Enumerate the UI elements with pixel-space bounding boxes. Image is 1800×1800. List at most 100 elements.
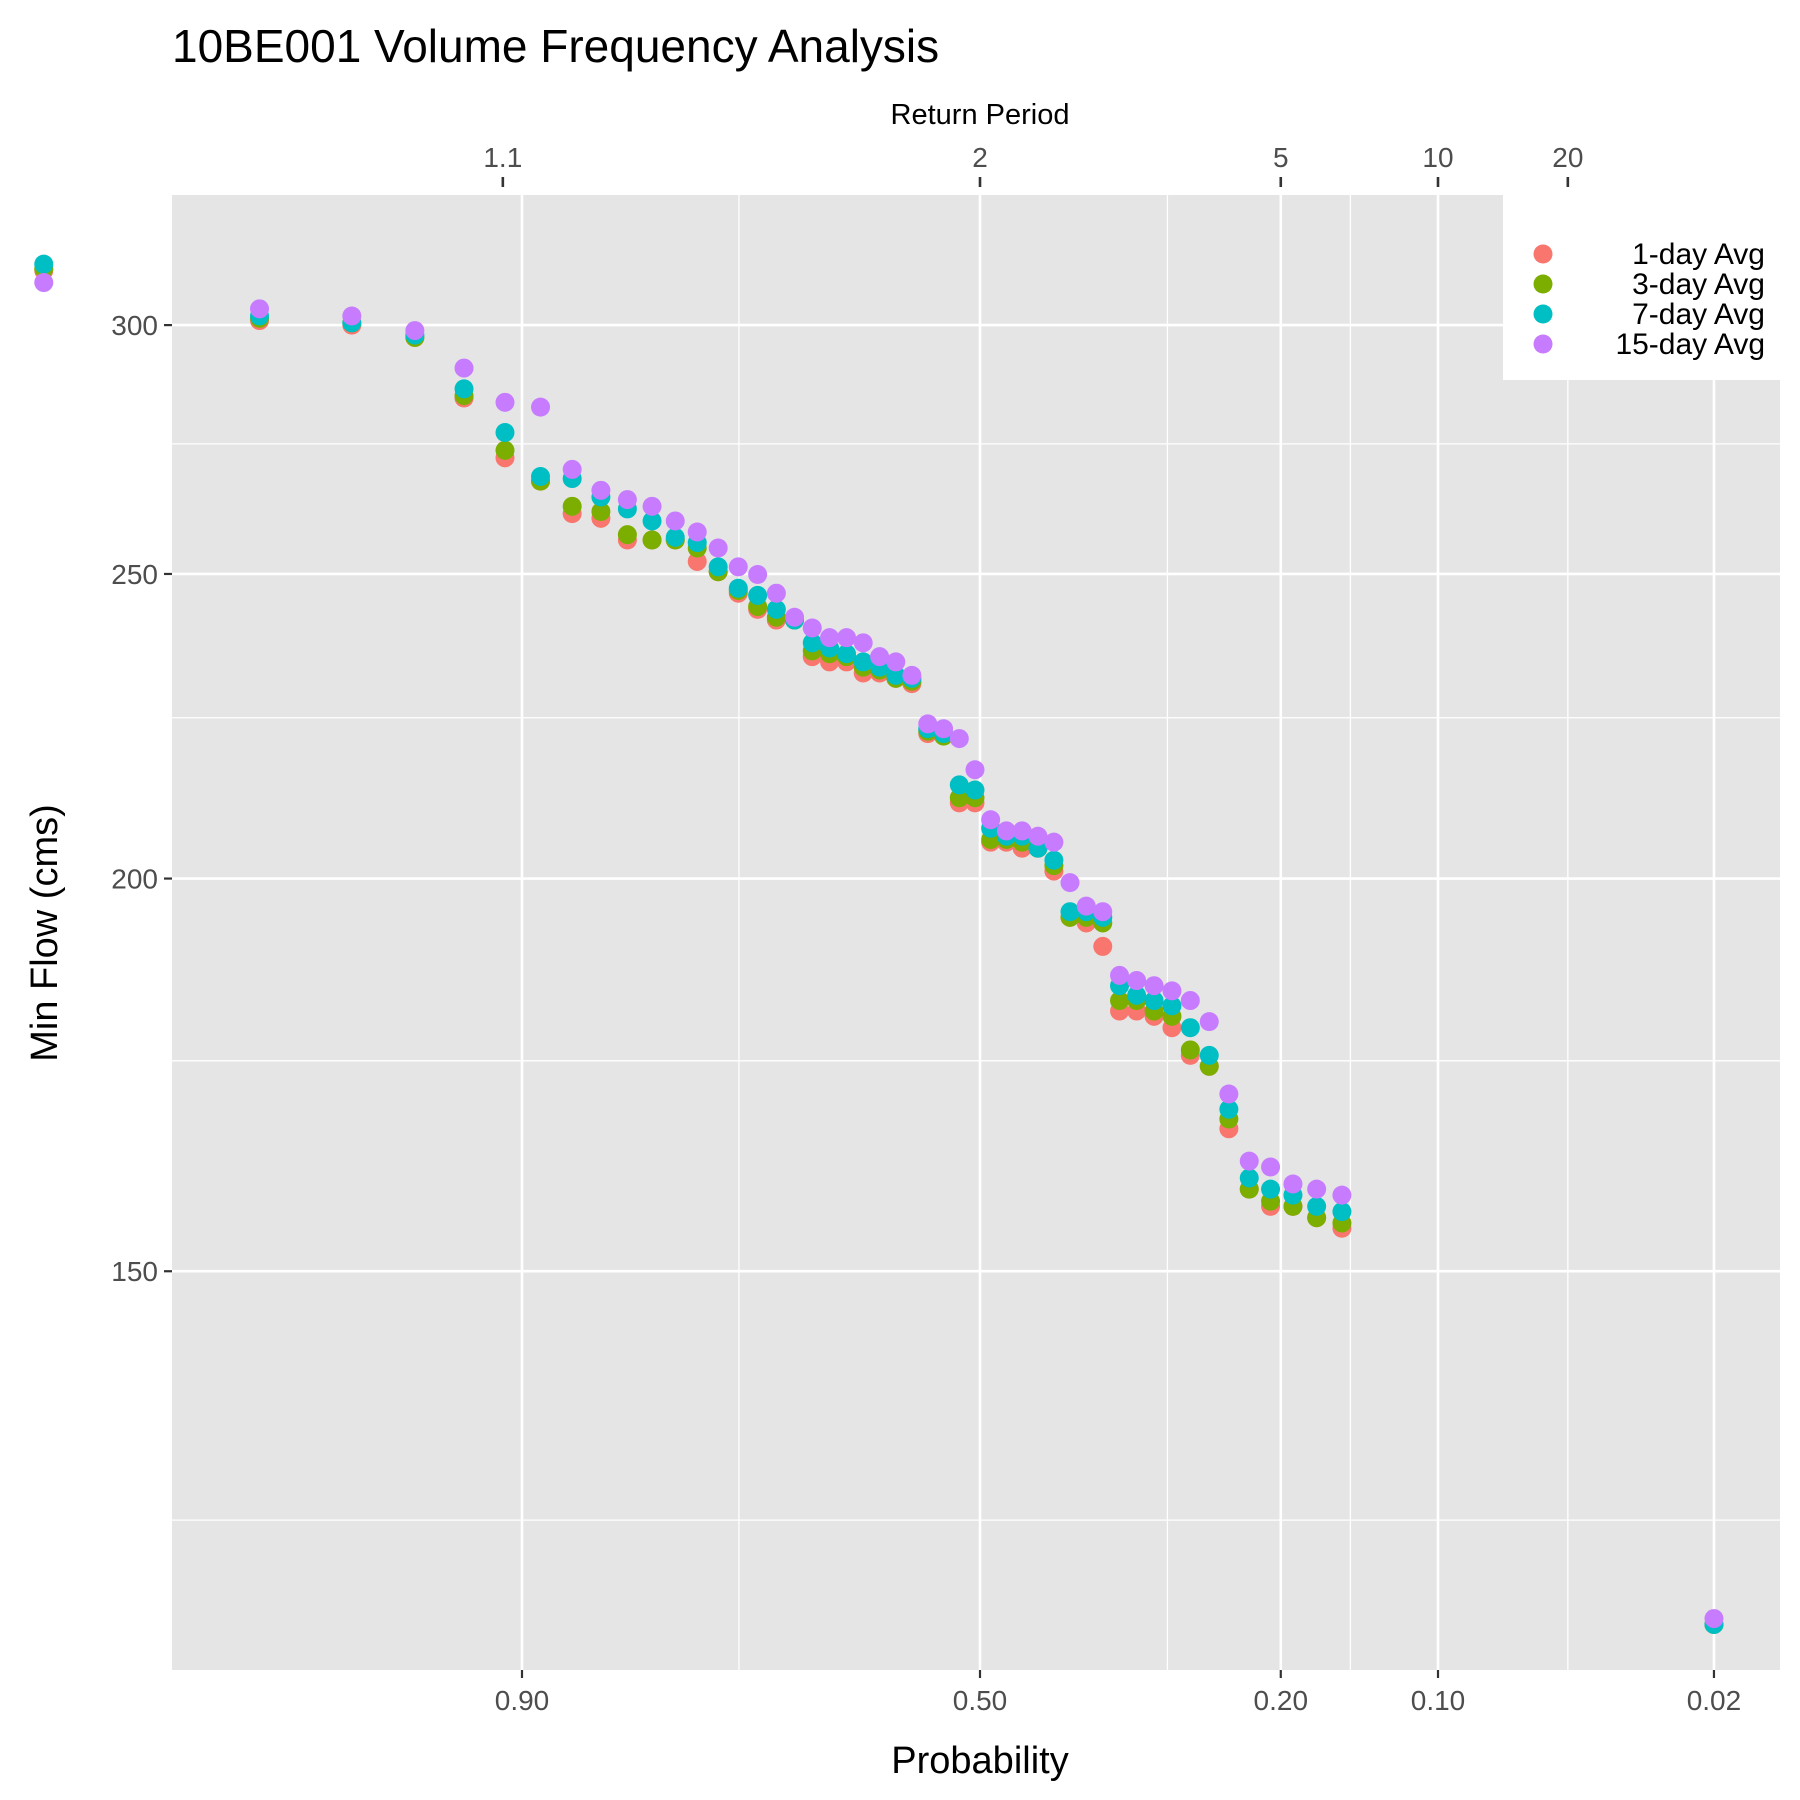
data-point <box>1060 902 1080 922</box>
chart-title: 10BE001 Volume Frequency Analysis <box>172 20 939 72</box>
data-point <box>342 306 362 326</box>
data-point <box>1239 1151 1259 1171</box>
data-point <box>1044 850 1064 870</box>
data-point <box>687 551 707 571</box>
data-point <box>495 440 515 460</box>
legend-key <box>1533 274 1553 294</box>
y-axis-title: Min Flow (cms) <box>24 804 66 1062</box>
data-point <box>766 599 786 619</box>
data-point <box>1261 1179 1281 1199</box>
x-axis-title: Probability <box>891 1740 1068 1782</box>
data-point <box>766 583 786 603</box>
data-point <box>1219 1084 1239 1104</box>
legend-label: 1-day Avg <box>1632 238 1765 271</box>
data-point <box>1144 976 1164 996</box>
return-period-tick-label: 5 <box>1273 142 1289 173</box>
data-point <box>405 321 425 341</box>
plot-panel <box>172 195 1780 1670</box>
data-point <box>34 254 54 274</box>
data-point <box>802 633 822 653</box>
data-point <box>454 379 474 399</box>
data-point <box>918 714 938 734</box>
data-point <box>1307 1179 1327 1199</box>
data-point <box>1093 936 1113 956</box>
x-tick-label: 0.02 <box>1687 1685 1742 1716</box>
data-point <box>728 557 748 577</box>
data-point <box>1076 896 1096 916</box>
x-tick-label: 0.90 <box>495 1685 550 1716</box>
data-point <box>1127 971 1147 991</box>
data-point <box>1044 832 1064 852</box>
data-point <box>785 607 805 627</box>
data-point <box>996 821 1016 841</box>
data-point <box>454 358 474 378</box>
x-tick-label: 0.50 <box>953 1685 1008 1716</box>
data-point <box>1162 996 1182 1016</box>
data-point <box>1307 1196 1327 1216</box>
data-point <box>591 502 611 522</box>
data-point <box>1332 1202 1352 1222</box>
data-point <box>1028 826 1048 846</box>
data-point <box>1180 1018 1200 1038</box>
data-point <box>1093 902 1113 922</box>
x-tick-label: 0.20 <box>1254 1685 1309 1716</box>
major-gridlines <box>172 195 1780 1670</box>
data-point <box>642 511 662 531</box>
legend-key <box>1533 304 1553 324</box>
data-point <box>965 780 985 800</box>
data-point <box>665 511 685 531</box>
data-point <box>981 810 1001 830</box>
data-point <box>34 273 54 293</box>
legend-key <box>1533 244 1553 264</box>
x-axis-return-period: 1.1 2 5 10 20 <box>483 142 1583 187</box>
data-point <box>870 647 890 667</box>
return-period-tick-label: 10 <box>1422 142 1453 173</box>
data-point <box>1012 821 1032 841</box>
data-point <box>1110 965 1130 985</box>
data-point <box>949 775 969 795</box>
y-tick-label: 200 <box>111 864 158 895</box>
data-point <box>642 496 662 516</box>
data-point <box>748 565 768 585</box>
data-point <box>562 459 582 479</box>
data-points <box>34 254 1724 1634</box>
data-point <box>820 628 840 648</box>
data-point <box>562 496 582 516</box>
data-point <box>728 578 748 598</box>
data-point <box>1180 1040 1200 1060</box>
data-point <box>665 527 685 547</box>
data-point <box>802 618 822 638</box>
data-point <box>531 397 551 417</box>
data-point <box>837 644 857 664</box>
data-point <box>591 480 611 500</box>
legend-key <box>1533 334 1553 354</box>
data-point <box>748 585 768 605</box>
data-point <box>1261 1157 1281 1177</box>
series-4 <box>34 273 1724 1629</box>
return-period-axis-title: Return Period <box>891 99 1070 131</box>
data-point <box>708 557 728 577</box>
data-point <box>1180 991 1200 1011</box>
data-point <box>1332 1185 1352 1205</box>
return-period-tick-label: 2 <box>972 142 988 173</box>
data-point <box>495 392 515 412</box>
data-point <box>965 760 985 780</box>
data-point <box>1060 873 1080 893</box>
data-point <box>1144 991 1164 1011</box>
y-tick-label: 250 <box>111 559 158 590</box>
legend-label: 3-day Avg <box>1632 268 1765 301</box>
data-point <box>1162 981 1182 1001</box>
data-point <box>495 422 515 442</box>
data-point <box>934 719 954 739</box>
data-point <box>853 652 873 672</box>
data-point <box>1704 1609 1724 1629</box>
data-point <box>1239 1168 1259 1188</box>
legend-label: 7-day Avg <box>1632 298 1765 331</box>
data-point <box>642 530 662 550</box>
data-point <box>837 628 857 648</box>
data-point <box>531 467 551 487</box>
y-axis: 150 200 250 300 <box>111 310 172 1287</box>
data-point <box>250 299 270 319</box>
